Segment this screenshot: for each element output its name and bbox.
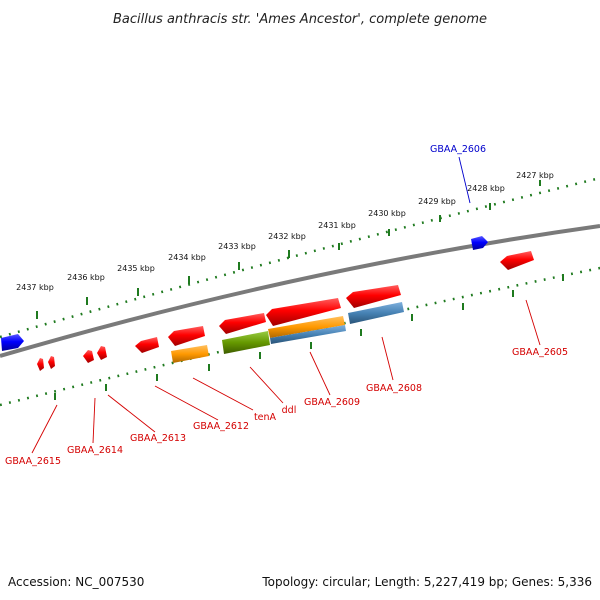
forward-genes bbox=[1, 236, 488, 351]
gene-arrow-8[interactable] bbox=[48, 356, 55, 369]
reverse-genes bbox=[37, 251, 534, 371]
gene-arrow-3[interactable] bbox=[219, 313, 266, 334]
callout-lines bbox=[31, 156, 541, 454]
genome-backbone bbox=[0, 224, 600, 358]
gene-arrow-5[interactable] bbox=[135, 337, 159, 353]
gene-label-gbaa-2614[interactable]: GBAA_2614 bbox=[67, 445, 123, 456]
kbp-label: 2435 kbp bbox=[117, 264, 155, 273]
gene-label-gbaa-2608[interactable]: GBAA_2608 bbox=[366, 383, 422, 394]
map-title: Bacillus anthracis str. 'Ames Ancestor',… bbox=[113, 12, 487, 27]
gene-arrow-1[interactable] bbox=[346, 285, 401, 308]
gene-label-gbaa-2606[interactable]: GBAA_2606 bbox=[430, 144, 486, 155]
gene-label-gbaa-2615[interactable]: GBAA_2615 bbox=[5, 456, 61, 467]
feature-orange-1[interactable] bbox=[268, 316, 345, 338]
kbp-label: 2436 kbp bbox=[67, 273, 105, 282]
kbp-label: 2430 kbp bbox=[368, 209, 406, 218]
feature-green-1[interactable] bbox=[222, 331, 270, 354]
kbp-labels: 2427 kbp 2428 kbp 2429 kbp 2430 kbp 2431… bbox=[16, 171, 554, 292]
gene-label-tena[interactable]: tenA bbox=[254, 412, 277, 423]
gene-label-ddl[interactable]: ddl bbox=[282, 405, 297, 416]
outer-major-ticks bbox=[36, 180, 541, 319]
feature-steelblue-1[interactable] bbox=[348, 302, 404, 324]
kbp-label: 2433 kbp bbox=[218, 242, 256, 251]
feature-steelblue-2[interactable] bbox=[270, 325, 346, 344]
feature-orange-2[interactable] bbox=[171, 345, 209, 363]
inner-major-ticks bbox=[54, 274, 564, 400]
gene-label-gbaa-2613[interactable]: GBAA_2613 bbox=[130, 433, 186, 444]
gene-arrow-gbaa-2606[interactable] bbox=[471, 236, 488, 250]
gene-labels: GBAA_2606 GBAA_2605 GBAA_2608 GBAA_2609 … bbox=[5, 144, 568, 467]
gene-label-gbaa-2612[interactable]: GBAA_2612 bbox=[193, 421, 249, 432]
kbp-label: 2428 kbp bbox=[467, 184, 505, 193]
accession-text: Accession: NC_007530 bbox=[8, 575, 144, 589]
topology-info-text: Topology: circular; Length: 5,227,419 bp… bbox=[261, 575, 592, 589]
gene-arrow-2[interactable] bbox=[266, 298, 341, 326]
kbp-label: 2427 kbp bbox=[516, 171, 554, 180]
kbp-label: 2431 kbp bbox=[318, 221, 356, 230]
kbp-label: 2437 kbp bbox=[16, 283, 54, 292]
gene-label-gbaa-2609[interactable]: GBAA_2609 bbox=[304, 397, 360, 408]
gene-arrow-4[interactable] bbox=[168, 326, 205, 346]
feature-boxes bbox=[171, 302, 404, 363]
kbp-label: 2432 kbp bbox=[268, 232, 306, 241]
gene-arrow-blue-left[interactable] bbox=[1, 334, 24, 351]
gene-label-gbaa-2605[interactable]: GBAA_2605 bbox=[512, 347, 568, 358]
gene-arrow-gbaa-2605[interactable] bbox=[500, 251, 534, 270]
gene-arrow-7[interactable] bbox=[83, 350, 94, 363]
kbp-label: 2434 kbp bbox=[168, 253, 206, 262]
gene-arrow-9[interactable] bbox=[37, 358, 44, 371]
kbp-label: 2429 kbp bbox=[418, 197, 456, 206]
gene-arrow-6[interactable] bbox=[97, 346, 107, 360]
